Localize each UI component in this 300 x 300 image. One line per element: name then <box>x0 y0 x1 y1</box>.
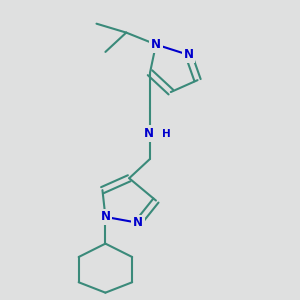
Text: H: H <box>162 129 171 139</box>
Text: N: N <box>143 127 154 140</box>
Text: N: N <box>151 38 161 51</box>
Text: N: N <box>100 210 110 224</box>
Text: N: N <box>184 48 194 62</box>
Text: N: N <box>133 216 143 229</box>
